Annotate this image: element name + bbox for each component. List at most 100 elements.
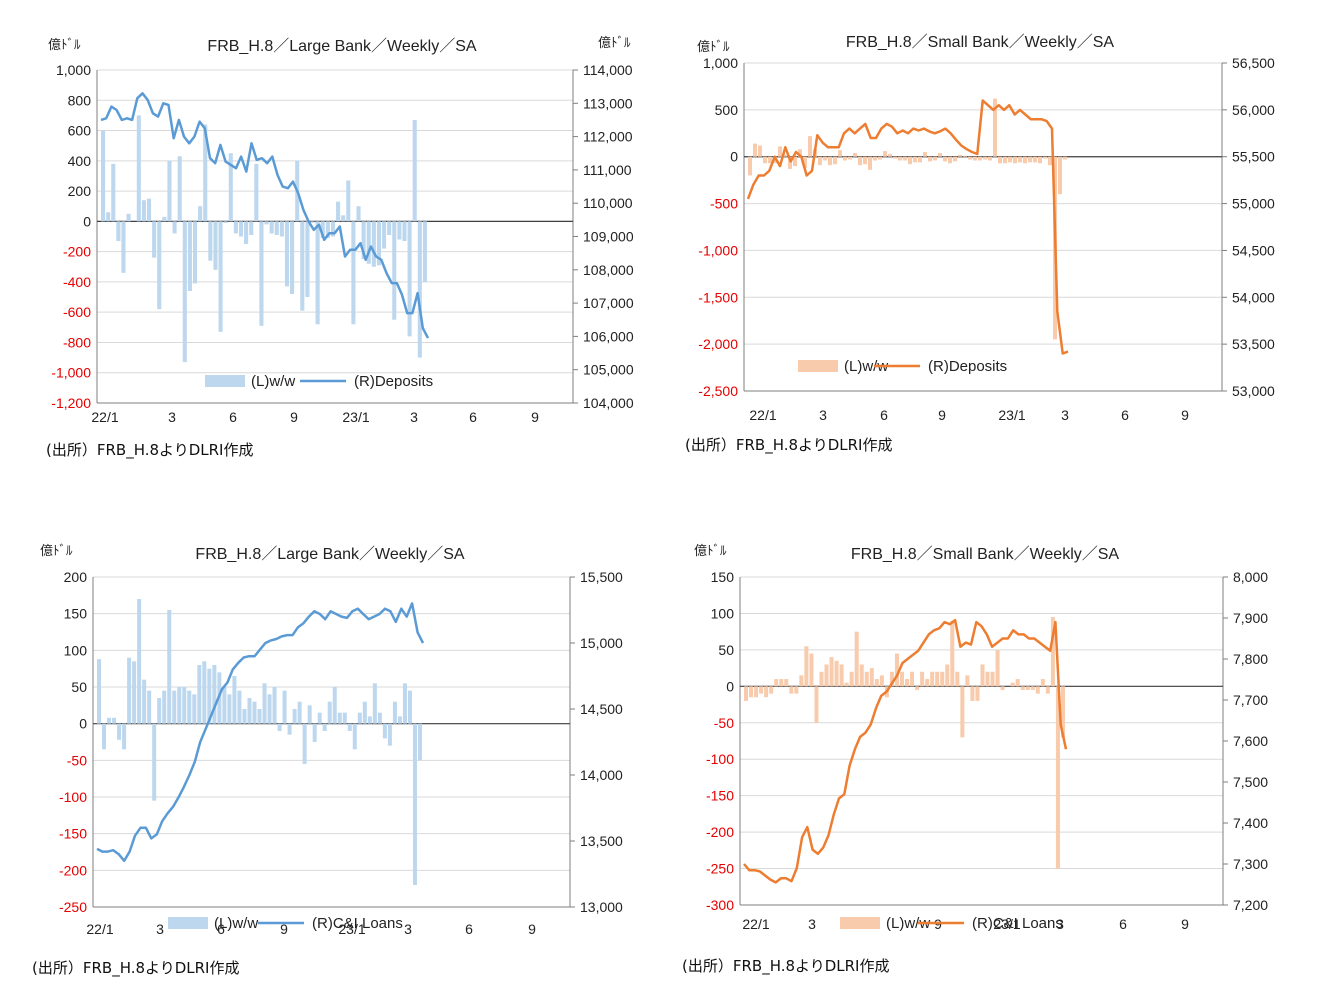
bar xyxy=(371,221,376,267)
bar xyxy=(990,671,995,687)
bar xyxy=(320,221,325,239)
bar xyxy=(372,683,377,724)
bar xyxy=(1015,679,1020,687)
bar xyxy=(136,115,141,222)
bar xyxy=(182,221,187,363)
bar xyxy=(141,200,146,222)
x-tick-label: 22/1 xyxy=(86,921,113,937)
bar xyxy=(336,201,341,222)
bar xyxy=(237,690,242,724)
x-tick-label: 3 xyxy=(156,921,164,937)
bar xyxy=(238,221,244,237)
bar xyxy=(968,156,972,160)
bar xyxy=(794,686,799,694)
bar xyxy=(382,221,387,249)
bar xyxy=(844,682,849,687)
legend-bar-swatch xyxy=(168,917,208,929)
right-tick-label: 7,600 xyxy=(1233,733,1268,749)
bar xyxy=(356,206,361,222)
legend-line-label: (R)C&I Loans xyxy=(312,915,403,932)
right-tick-label: 104,000 xyxy=(583,395,634,411)
left-tick-label: 0 xyxy=(79,716,87,732)
bar xyxy=(342,712,347,724)
bar xyxy=(1018,156,1022,163)
right-tick-label: 108,000 xyxy=(583,262,634,278)
legend-bar-label: (L)w/w xyxy=(844,358,888,375)
line-series xyxy=(743,618,1068,884)
bar xyxy=(121,221,126,273)
x-tick-label: 3 xyxy=(1056,916,1064,932)
bar xyxy=(950,620,955,687)
left-tick-label: 150 xyxy=(711,569,735,585)
bar xyxy=(232,676,237,724)
bar xyxy=(127,657,132,724)
left-tick-label: -1,000 xyxy=(698,242,738,258)
bar xyxy=(804,646,809,687)
bar xyxy=(803,156,807,168)
bar xyxy=(869,668,874,687)
legend-bar-label: (L)w/w xyxy=(886,915,930,932)
x-tick-label: 6 xyxy=(469,409,477,425)
bar xyxy=(744,686,749,701)
legend-line-label: (R)Deposits xyxy=(928,358,1007,375)
chart-svg-large-deposits: FRB_H.8／Large Bank／Weekly／SA 億ﾄﾞﾙ 億ﾄﾞﾙ 1,00… xyxy=(48,35,634,425)
left-axis-unit: 億ﾄﾞﾙ xyxy=(48,37,81,52)
bar xyxy=(157,698,162,724)
bar xyxy=(207,668,212,724)
source-note: (出所）FRB_H.8よりDLRI作成 xyxy=(32,959,240,977)
bar xyxy=(227,694,232,724)
bar xyxy=(269,221,274,234)
line-series xyxy=(96,602,425,863)
bar xyxy=(162,690,167,724)
bar xyxy=(1033,156,1037,163)
bar xyxy=(347,723,352,731)
bar xyxy=(182,687,187,724)
left-tick-label: -200 xyxy=(706,824,734,840)
bar xyxy=(879,675,884,687)
bar xyxy=(322,723,327,731)
x-tick-label: 23/1 xyxy=(342,409,369,425)
bar xyxy=(975,686,980,701)
bar xyxy=(1063,156,1067,160)
left-tick-label: -100 xyxy=(706,751,734,767)
bar xyxy=(152,723,157,801)
left-tick-label: 1,000 xyxy=(56,62,91,78)
bar xyxy=(402,683,407,724)
bar xyxy=(943,156,947,162)
bar xyxy=(958,154,962,157)
bar xyxy=(973,156,977,161)
source-note: (出所）FRB_H.8よりDLRI作成 xyxy=(685,436,893,454)
bar xyxy=(282,690,287,724)
bar xyxy=(198,206,203,222)
left-tick-label: -250 xyxy=(59,899,87,915)
bar xyxy=(187,221,192,291)
bar xyxy=(894,653,899,687)
left-tick-label: -500 xyxy=(710,196,738,212)
bar xyxy=(758,145,762,157)
bar xyxy=(302,723,307,764)
bar xyxy=(993,98,997,157)
bar xyxy=(422,221,427,282)
chart-panel-large-deposits: FRB_H.8／Large Bank／Weekly／SA 億ﾄﾞﾙ 億ﾄﾞﾙ 1,00… xyxy=(0,25,640,495)
bar xyxy=(945,664,950,687)
bar xyxy=(417,221,422,358)
bar xyxy=(325,221,330,239)
bar xyxy=(297,701,302,724)
bar xyxy=(352,723,357,750)
left-tick-label: 0 xyxy=(726,678,734,694)
left-tick-label: -300 xyxy=(706,897,734,913)
bar xyxy=(759,686,764,694)
bar xyxy=(252,701,257,724)
right-tick-label: 7,400 xyxy=(1233,815,1268,831)
left-tick-label: 800 xyxy=(68,92,92,108)
bar xyxy=(908,156,912,165)
bar xyxy=(312,723,317,742)
legend-bar-swatch xyxy=(798,360,838,372)
bar xyxy=(960,686,965,738)
left-tick-label: 200 xyxy=(68,183,92,199)
bar xyxy=(809,653,814,687)
x-tick-label: 23/1 xyxy=(998,407,1025,423)
bar xyxy=(1055,686,1060,869)
bar xyxy=(397,221,402,240)
